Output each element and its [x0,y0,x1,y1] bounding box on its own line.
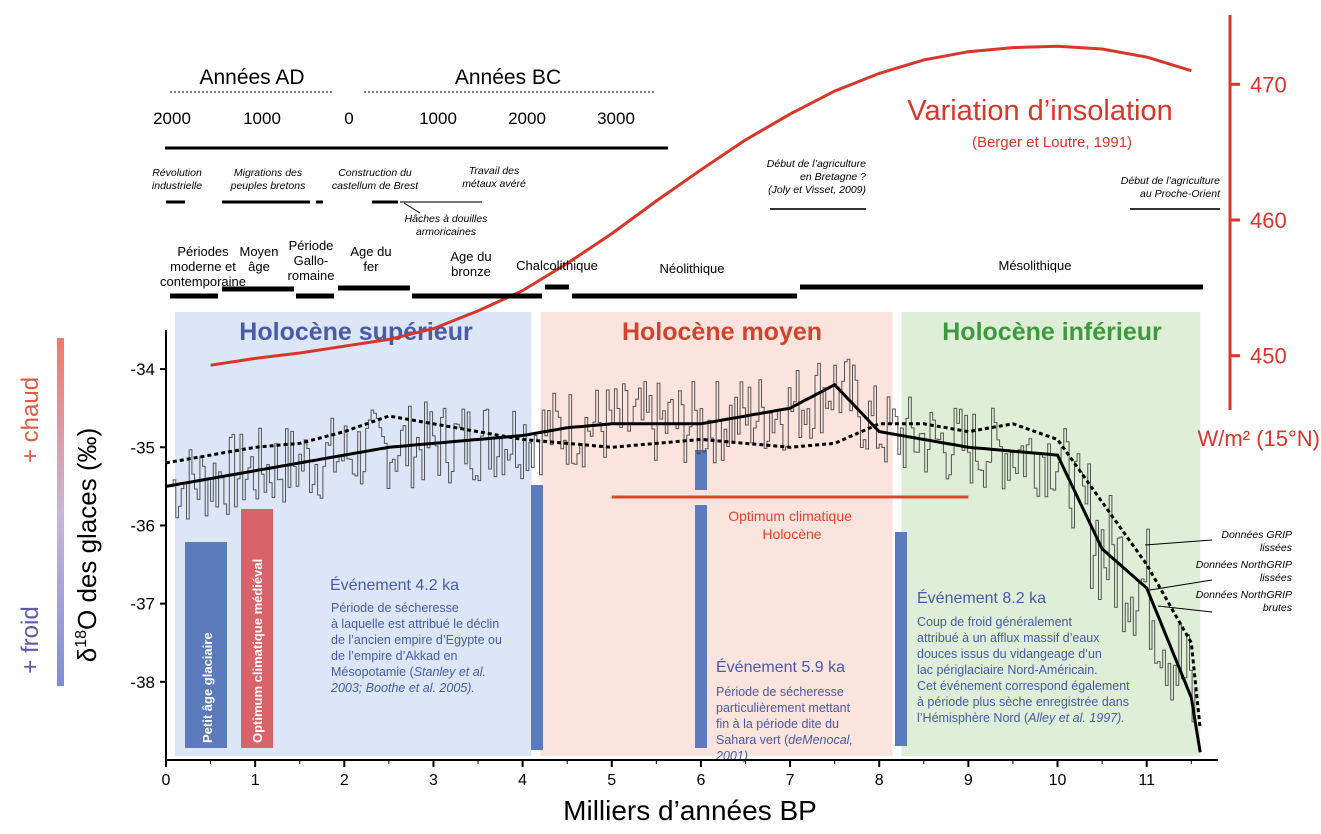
zone-title-superieur: Holocène supérieur [239,318,473,346]
legend-leader-grip [1144,539,1213,546]
insolation-unit: W/m² (15°N) [1198,426,1320,451]
event-agriculture-bretagne: Début de l’agriculture en Bretagne ? (Joly… [767,158,866,196]
y-tick-label: -37 [130,595,155,614]
event-5-9-body: Période de sécheresse particulièrement m… [715,685,856,763]
insolation-source: (Berger et Loutre, 1991) [972,134,1132,151]
insolation-axis-ticks: 470 460 450 [1230,72,1287,369]
period-mesolithique: Mésolithique [999,258,1072,273]
petit-age-glaciaire-bar [185,542,227,748]
petit-age-glaciaire-label: Petit âge glaciaire [200,632,215,743]
legend-leader-ngrip [1149,579,1213,591]
series-ngrip-smoothed [165,382,1202,753]
periods: Périodes moderne et contemporaine Moyen âge… [160,238,1203,299]
event-haches-leader [403,202,421,214]
event-8-2-text: Événement 8.2 ka Coup de froid généralem… [917,588,1133,725]
year-tick-bc-3000: 3000 [597,109,635,128]
x-tick-label: 8 [875,772,884,789]
period-moyen-age: Moyen âge [239,244,278,274]
period-moderne: Périodes moderne et contemporaine [160,244,246,289]
x-tick-label: 6 [696,772,705,789]
event-8-2-body: Coup de froid généralement attribué à un… [917,615,1133,725]
year-tick-bc-2000: 2000 [508,109,546,128]
optimum-medieval-bar [241,509,273,748]
x-tick-label: 0 [162,772,171,789]
x-tick-label: 11 [1138,772,1155,789]
series-ngrip-raw [170,358,1196,723]
legend-ngrip-raw: Données NorthGRIP brutes [1196,589,1293,614]
x-tick-label: 1 [251,772,260,789]
zone-2 [901,312,1201,756]
x-tick-label: 2 [340,772,349,789]
years-bc-label: Années BC [455,66,561,89]
insolation-title: Variation d’insolation [907,95,1172,127]
event-5-9-marker-top [695,450,707,490]
event-5-9-title: Événement 5.9 ka [716,657,845,676]
x-tick-label: 10 [1049,772,1067,789]
year-tick-0: 0 [344,109,353,128]
years-scale: Années AD Années BC 2000 1000 0 1000 200… [153,66,668,150]
period-age-fer: Age du fer [350,244,391,274]
year-tick-ad-2000: 2000 [153,109,191,128]
period-gallo-romaine: Période Gallo-romaine [288,238,335,283]
delta18o-series [165,358,1202,753]
event-5-9-marker [695,505,707,748]
insolation-tick-label: 470 [1250,72,1287,97]
x-axis-ticks: 0 1 2 3 4 5 6 7 8 9 10 11 [162,760,1192,789]
insolation-tick-label: 460 [1250,208,1287,233]
legend: Données GRIP lissées Données NorthGRIP lis… [1144,529,1293,614]
zone-0 [174,312,532,756]
period-age-bronze: Age du bronze [450,249,491,279]
x-tick-label: 7 [786,772,795,789]
legend-grip-smoothed: Données GRIP lissées [1221,529,1292,554]
x-tick-label: 3 [429,772,438,789]
insolation-curve [210,44,1192,367]
y-tick-label: -38 [130,673,155,692]
insolation-tick-label: 450 [1250,344,1287,369]
warm-label: + chaud [17,377,44,463]
x-tick-label: 9 [964,772,973,789]
event-migrations: Migrations des peuples bretons [230,167,306,192]
event-4-2-marker [531,485,543,750]
historical-events: Révolution industrielle Migrations des peu… [152,158,1221,238]
warm-cold-gradient [57,338,64,686]
event-haches: Hâches à douilles armoricaines [405,213,489,238]
x-axis-label: Milliers d’années BP [563,795,817,826]
event-4-2-body: Période de sécheresse à laquelle est att… [330,601,505,695]
legend-leader-raw [1157,605,1213,613]
event-metaux: Travail des métaux avéré [462,165,526,190]
period-chalcolithique: Chalcolithique [516,258,598,273]
year-tick-bc-1000: 1000 [419,109,457,128]
x-tick-label: 5 [607,772,616,789]
legend-ngrip-smoothed: Données NorthGRIP lissées [1196,559,1293,584]
y-axis-label: δ18O des glaces (‰) [72,428,102,663]
zone-title-moyen: Holocène moyen [622,318,822,346]
cold-label: + froid [17,606,44,673]
event-4-2-text: Événement 4.2 ka Période de sécheresse à… [330,575,505,695]
y-axis-ticks: -34 -35 -36 -37 -38 [130,360,166,692]
y-tick-label: -35 [130,438,155,457]
years-ad-label: Années AD [199,66,304,89]
event-8-2-title: Événement 8.2 ka [917,588,1046,607]
event-castellum: Construction du castellum de Brest [332,167,419,192]
period-neolithique: Néolithique [659,261,724,276]
event-5-9-text: Événement 5.9 ka Période de sécheresse p… [715,657,856,763]
optimum-holocene-label: Optimum climatique Holocène [728,508,856,542]
event-agriculture-proche-orient: Début de l’agriculture au Proche-Orient [1121,175,1221,200]
event-8-2-marker [895,532,907,746]
y-tick-label: -36 [130,516,155,535]
event-revolution-industrielle: Révolution industrielle [152,167,202,192]
year-tick-ad-1000: 1000 [243,109,281,128]
x-tick-label: 4 [518,772,527,789]
y-tick-label: -34 [130,360,155,379]
event-4-2-title: Événement 4.2 ka [330,575,459,594]
optimum-medieval-label: Optimum climatique médiéval [250,559,265,743]
zone-title-inferieur: Holocène inférieur [942,318,1162,346]
series-grip-smoothed [165,414,1202,729]
